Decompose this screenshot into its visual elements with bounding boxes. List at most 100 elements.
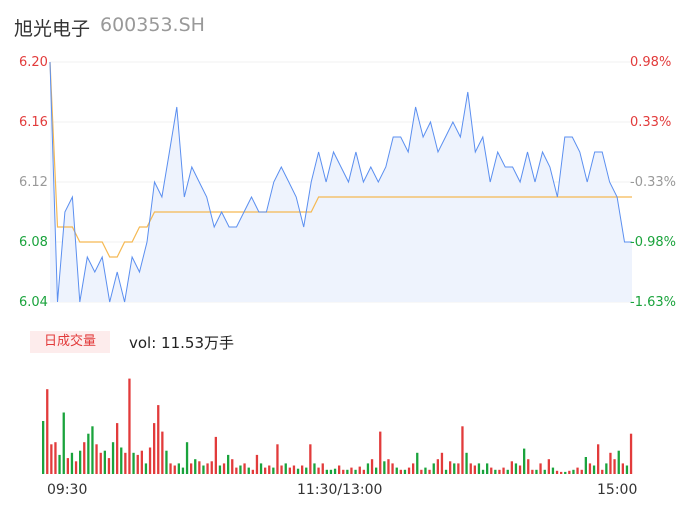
volume-bar [547, 459, 550, 474]
volume-bar [120, 447, 123, 474]
volume-bar [74, 461, 78, 474]
volume-bar [214, 436, 217, 474]
volume-bar [461, 426, 464, 474]
volume-bar [99, 452, 102, 474]
y-tick-right: -1.63% [630, 295, 676, 310]
volume-bar [350, 467, 353, 474]
volume-bar [473, 465, 476, 474]
volume-bar [440, 452, 444, 474]
volume-bar [375, 467, 378, 474]
volume-bar [272, 467, 275, 474]
volume-bar [116, 423, 119, 474]
volume-bar [436, 459, 439, 474]
volume-bar [157, 405, 160, 474]
volume-bar [280, 465, 283, 474]
volume-bar [531, 469, 534, 474]
volume-bar [210, 461, 213, 474]
volume-bar [161, 431, 164, 474]
volume-bar [601, 469, 604, 474]
volume-bar [190, 463, 193, 474]
volume-bar [329, 469, 333, 474]
volume-bar [551, 467, 555, 474]
volume-bar [333, 468, 337, 474]
volume-bar [477, 463, 481, 474]
price-line [49, 61, 632, 303]
stock-name: 旭光电子 [14, 18, 91, 40]
volume-bar [481, 469, 485, 474]
volume-bar [227, 454, 230, 474]
y-tick-left: 6.04 [19, 295, 48, 310]
volume-bar [128, 378, 131, 474]
volume-bar [54, 442, 57, 474]
volume-summary: vol: 11.53万手 [129, 334, 234, 352]
volume-bar [572, 469, 575, 474]
y-tick-left: 6.12 [19, 175, 48, 190]
volume-bar [91, 426, 94, 474]
volume-bar [354, 469, 357, 474]
volume-bar [494, 469, 497, 474]
volume-bar [198, 461, 201, 474]
volume-bar [321, 463, 324, 474]
volume-bar [444, 469, 448, 474]
volume-bar [107, 458, 111, 474]
price-area [50, 62, 632, 302]
volume-bar [387, 459, 390, 474]
volume-bar [202, 465, 205, 474]
volume-bar [395, 467, 398, 474]
volume-bar [518, 465, 522, 474]
y-tick-right: 0.33% [630, 115, 672, 130]
volume-bar [124, 452, 127, 474]
volume-bar [416, 452, 419, 474]
volume-bar [268, 465, 271, 474]
volume-bar [243, 463, 246, 474]
volume-bar [486, 463, 489, 474]
volume-bar [621, 463, 624, 474]
volume-bar [449, 461, 452, 474]
volume-bar [605, 463, 608, 474]
volume-bar [362, 469, 365, 474]
volume-bar [79, 450, 82, 474]
volume-bar [370, 459, 374, 474]
volume-bar [506, 469, 509, 474]
volume-bar [379, 431, 382, 474]
volume-bar [206, 463, 209, 474]
volume-bar [527, 459, 530, 474]
time-tick: 11:30/13:00 [297, 482, 383, 498]
volume-bars [42, 378, 633, 474]
volume-bar [222, 463, 226, 474]
volume-bar [617, 450, 620, 474]
y-tick-left: 6.16 [19, 115, 48, 130]
volume-bar [153, 423, 156, 474]
y-tick-left: 6.08 [19, 235, 48, 250]
volume-bar [383, 461, 386, 474]
volume-bar [259, 463, 263, 474]
volume-tab[interactable]: 日成交量 [30, 331, 110, 353]
volume-bar [239, 465, 242, 474]
volume-bar [95, 444, 98, 474]
volume-bar [148, 447, 152, 474]
volume-bar [251, 469, 254, 474]
volume-bar [543, 469, 546, 474]
volume-bar [247, 467, 250, 474]
volume-bar [284, 463, 287, 474]
volume-bar [428, 469, 431, 474]
volume-bar [609, 452, 612, 474]
volume-bar [87, 433, 90, 474]
avg-price-line [49, 61, 632, 258]
volume-bar [407, 467, 411, 474]
volume-bar [50, 444, 53, 474]
volume-bar [625, 465, 629, 474]
volume-bar [523, 448, 526, 474]
volume-bar [255, 454, 259, 474]
volume-bar [580, 469, 583, 474]
volume-bar [292, 465, 296, 474]
time-tick: 15:00 [597, 482, 638, 498]
volume-bar [342, 469, 345, 474]
volume-bar [490, 467, 493, 474]
volume-bar [140, 450, 143, 474]
volume-bar [420, 469, 423, 474]
volume-bar [181, 467, 185, 474]
volume-bar [584, 457, 587, 474]
volume-bar [539, 463, 542, 474]
volume-bar [264, 467, 267, 474]
